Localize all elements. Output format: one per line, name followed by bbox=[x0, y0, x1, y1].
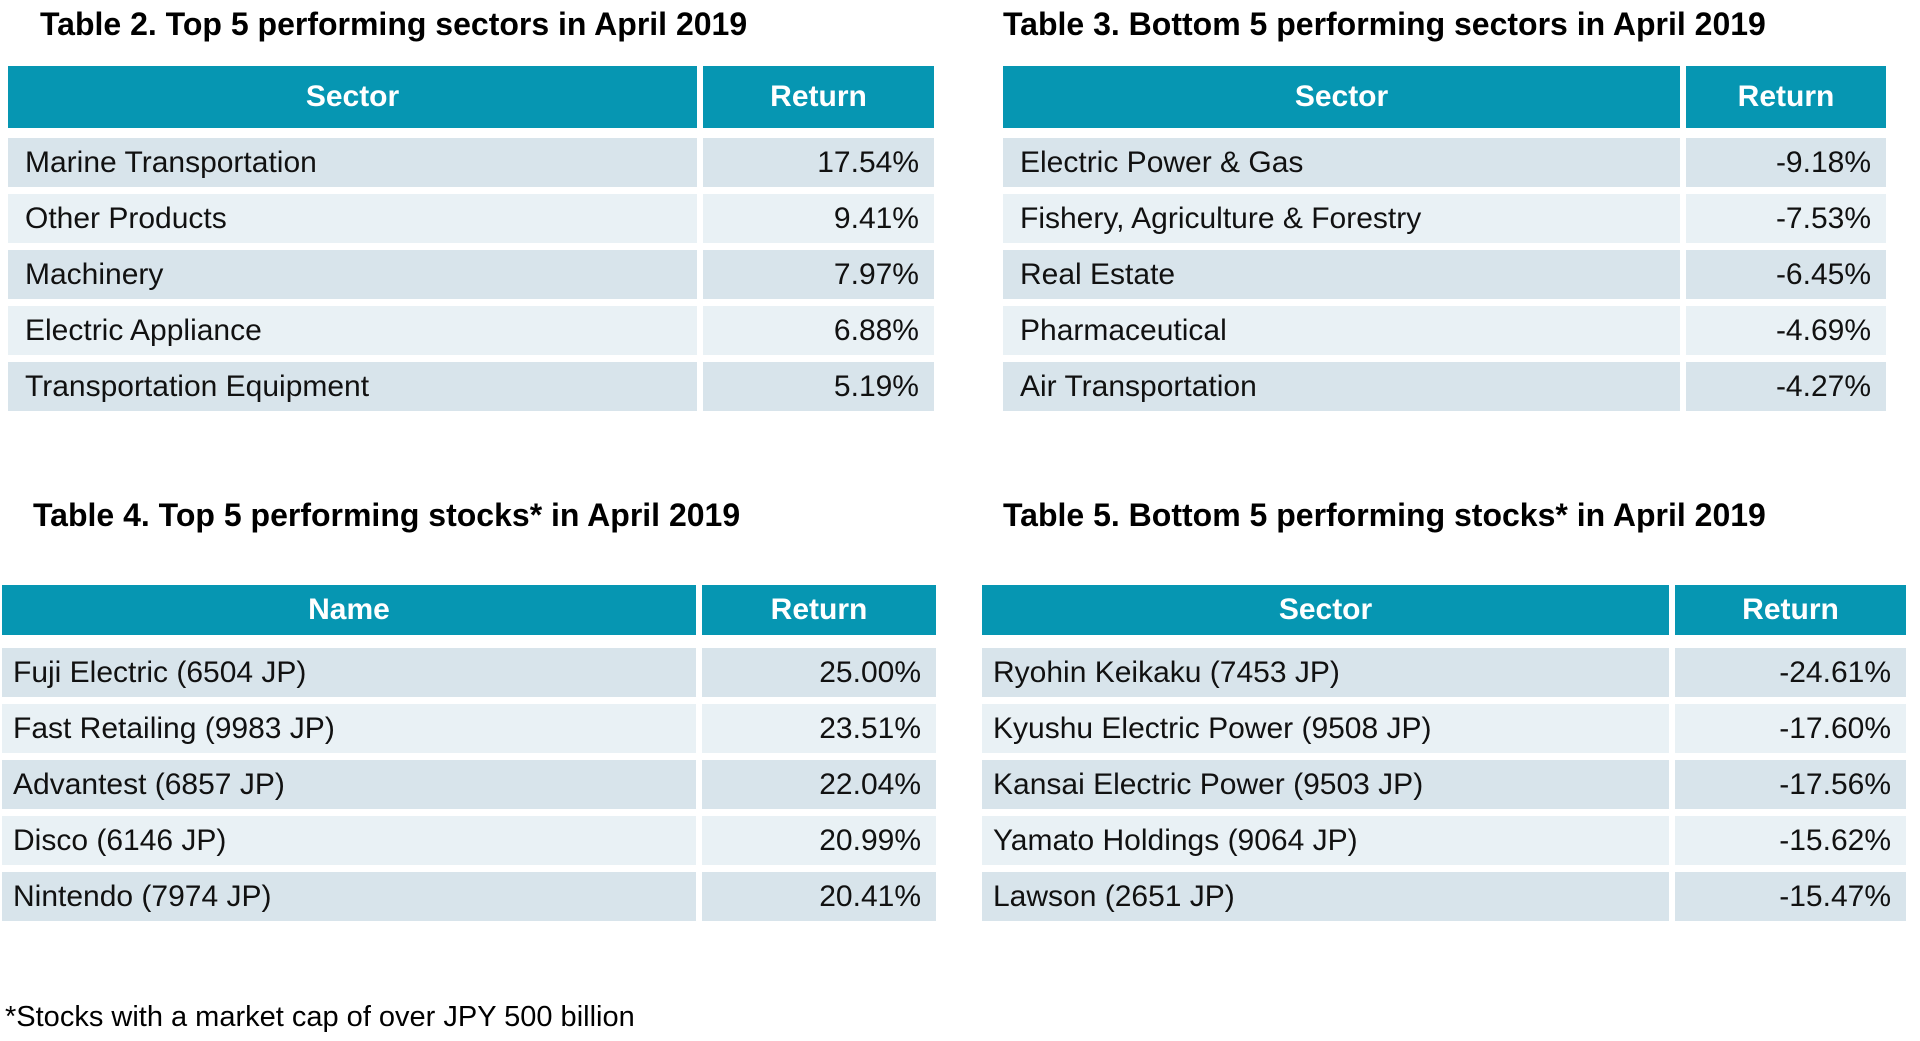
table-row: Pharmaceutical -4.69% bbox=[1003, 306, 1886, 355]
return-cell: 25.00% bbox=[702, 648, 936, 697]
table4-top-stocks: Name Return Fuji Electric (6504 JP) 25.0… bbox=[2, 585, 936, 928]
return-cell: -4.27% bbox=[1686, 362, 1886, 411]
column-header-return: Return bbox=[1686, 66, 1886, 128]
table-row: Electric Appliance 6.88% bbox=[8, 306, 934, 355]
sector-cell: Pharmaceutical bbox=[1003, 306, 1680, 355]
return-cell: -15.47% bbox=[1675, 872, 1906, 921]
return-cell: -15.62% bbox=[1675, 816, 1906, 865]
table3-header-row: Sector Return bbox=[1003, 66, 1886, 128]
return-cell: -6.45% bbox=[1686, 250, 1886, 299]
return-cell: 20.41% bbox=[702, 872, 936, 921]
return-cell: 6.88% bbox=[703, 306, 934, 355]
table3-bottom-sectors: Sector Return Electric Power & Gas -9.18… bbox=[1003, 66, 1886, 418]
return-cell: 7.97% bbox=[703, 250, 934, 299]
table-row: Lawson (2651 JP) -15.47% bbox=[982, 872, 1906, 921]
sector-cell: Other Products bbox=[8, 194, 697, 243]
table-row: Real Estate -6.45% bbox=[1003, 250, 1886, 299]
return-cell: 23.51% bbox=[702, 704, 936, 753]
sector-cell: Electric Power & Gas bbox=[1003, 138, 1680, 187]
return-cell: -9.18% bbox=[1686, 138, 1886, 187]
stock-name-cell: Fuji Electric (6504 JP) bbox=[2, 648, 696, 697]
table-row: Fuji Electric (6504 JP) 25.00% bbox=[2, 648, 936, 697]
sector-cell: Machinery bbox=[8, 250, 697, 299]
table-row: Air Transportation -4.27% bbox=[1003, 362, 1886, 411]
stock-name-cell: Fast Retailing (9983 JP) bbox=[2, 704, 696, 753]
table5-title: Table 5. Bottom 5 performing stocks* in … bbox=[1003, 497, 1766, 533]
table-row: Kansai Electric Power (9503 JP) -17.56% bbox=[982, 760, 1906, 809]
table5-bottom-stocks: Sector Return Ryohin Keikaku (7453 JP) -… bbox=[982, 585, 1906, 928]
return-cell: 9.41% bbox=[703, 194, 934, 243]
table2-top-sectors: Sector Return Marine Transportation 17.5… bbox=[8, 66, 934, 418]
table2-header-row: Sector Return bbox=[8, 66, 934, 128]
stock-name-cell: Lawson (2651 JP) bbox=[982, 872, 1669, 921]
stock-name-cell: Kansai Electric Power (9503 JP) bbox=[982, 760, 1669, 809]
sector-cell: Electric Appliance bbox=[8, 306, 697, 355]
table-row: Disco (6146 JP) 20.99% bbox=[2, 816, 936, 865]
return-cell: -17.56% bbox=[1675, 760, 1906, 809]
table4-header-row: Name Return bbox=[2, 585, 936, 635]
table-row: Electric Power & Gas -9.18% bbox=[1003, 138, 1886, 187]
stock-name-cell: Nintendo (7974 JP) bbox=[2, 872, 696, 921]
table-row: Fast Retailing (9983 JP) 23.51% bbox=[2, 704, 936, 753]
table-row: Other Products 9.41% bbox=[8, 194, 934, 243]
return-cell: -17.60% bbox=[1675, 704, 1906, 753]
column-header-return: Return bbox=[702, 585, 936, 635]
stock-name-cell: Advantest (6857 JP) bbox=[2, 760, 696, 809]
sector-cell: Air Transportation bbox=[1003, 362, 1680, 411]
return-cell: 5.19% bbox=[703, 362, 934, 411]
sector-cell: Fishery, Agriculture & Forestry bbox=[1003, 194, 1680, 243]
table-row: Yamato Holdings (9064 JP) -15.62% bbox=[982, 816, 1906, 865]
return-cell: 22.04% bbox=[702, 760, 936, 809]
column-header-return: Return bbox=[703, 66, 934, 128]
column-header-sector: Sector bbox=[982, 585, 1669, 635]
return-cell: -24.61% bbox=[1675, 648, 1906, 697]
table-row: Transportation Equipment 5.19% bbox=[8, 362, 934, 411]
table-row: Advantest (6857 JP) 22.04% bbox=[2, 760, 936, 809]
column-header-sector: Sector bbox=[8, 66, 697, 128]
table-row: Ryohin Keikaku (7453 JP) -24.61% bbox=[982, 648, 1906, 697]
table-row: Kyushu Electric Power (9508 JP) -17.60% bbox=[982, 704, 1906, 753]
stock-name-cell: Yamato Holdings (9064 JP) bbox=[982, 816, 1669, 865]
table-row: Machinery 7.97% bbox=[8, 250, 934, 299]
sector-cell: Marine Transportation bbox=[8, 138, 697, 187]
table2-title: Table 2. Top 5 performing sectors in Apr… bbox=[40, 6, 748, 42]
sector-cell: Transportation Equipment bbox=[8, 362, 697, 411]
stock-name-cell: Ryohin Keikaku (7453 JP) bbox=[982, 648, 1669, 697]
table-row: Marine Transportation 17.54% bbox=[8, 138, 934, 187]
sector-cell: Real Estate bbox=[1003, 250, 1680, 299]
table-row: Fishery, Agriculture & Forestry -7.53% bbox=[1003, 194, 1886, 243]
table3-title: Table 3. Bottom 5 performing sectors in … bbox=[1003, 6, 1766, 42]
return-cell: 17.54% bbox=[703, 138, 934, 187]
return-cell: 20.99% bbox=[702, 816, 936, 865]
column-header-return: Return bbox=[1675, 585, 1906, 635]
table4-title: Table 4. Top 5 performing stocks* in Apr… bbox=[33, 497, 741, 533]
return-cell: -4.69% bbox=[1686, 306, 1886, 355]
return-cell: -7.53% bbox=[1686, 194, 1886, 243]
footnote: *Stocks with a market cap of over JPY 50… bbox=[5, 1001, 635, 1033]
column-header-name: Name bbox=[2, 585, 696, 635]
table5-header-row: Sector Return bbox=[982, 585, 1906, 635]
stock-name-cell: Kyushu Electric Power (9508 JP) bbox=[982, 704, 1669, 753]
table-row: Nintendo (7974 JP) 20.41% bbox=[2, 872, 936, 921]
stock-name-cell: Disco (6146 JP) bbox=[2, 816, 696, 865]
column-header-sector: Sector bbox=[1003, 66, 1680, 128]
